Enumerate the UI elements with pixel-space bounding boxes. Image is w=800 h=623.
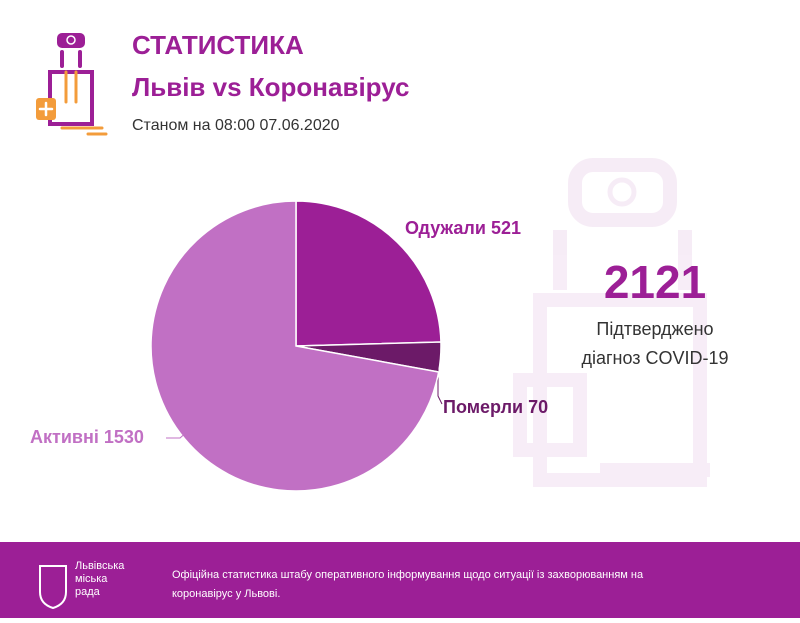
data-label: Активні 1530 bbox=[30, 427, 144, 447]
label-value: 1530 bbox=[104, 427, 144, 447]
data-label: Померли 70 bbox=[443, 397, 548, 417]
label-category: Активні bbox=[30, 427, 99, 447]
total-caption: діагноз COVID-19 bbox=[581, 348, 728, 368]
data-label: Одужали 521 bbox=[405, 218, 521, 238]
footer-band bbox=[0, 542, 800, 618]
label-value: 70 bbox=[528, 397, 548, 417]
logo-text: рада bbox=[75, 586, 101, 598]
leader-line bbox=[166, 423, 197, 439]
logo-text: Львівська bbox=[75, 560, 125, 572]
pie-slice bbox=[295, 200, 442, 347]
footer-text: Офіційна статистика штабу оперативного і… bbox=[172, 569, 644, 581]
subtitle: Львів vs Коронавірус bbox=[132, 72, 409, 102]
label-category: Одужали bbox=[405, 218, 486, 238]
total-caption: Підтверджено bbox=[596, 319, 713, 339]
doctor-icon bbox=[36, 33, 108, 136]
label-value: 521 bbox=[491, 218, 521, 238]
label-category: Померли bbox=[443, 397, 523, 417]
logo-shield bbox=[39, 565, 67, 610]
footer-text: коронавірус у Львові. bbox=[172, 588, 280, 600]
logo-text: міська bbox=[75, 573, 108, 585]
background-illustration bbox=[513, 158, 710, 487]
date: Станом на 08:00 07.06.2020 bbox=[132, 117, 340, 134]
pie-slice bbox=[150, 200, 440, 492]
total-value: 2121 bbox=[604, 256, 706, 308]
title: СТАТИСТИКА bbox=[132, 30, 304, 60]
pie-chart: Одужали 521 Померли 70 Активні 1530 bbox=[30, 200, 548, 492]
